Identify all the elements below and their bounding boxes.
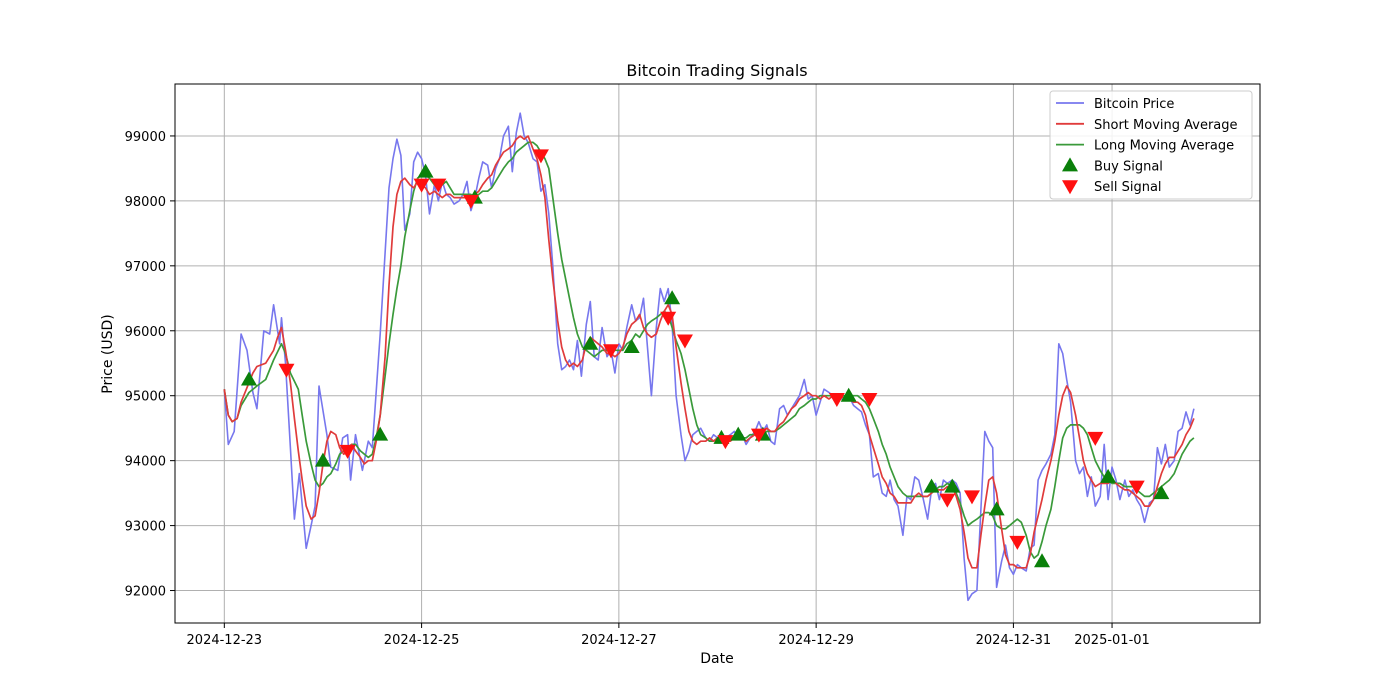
y-tick-label: 93000 <box>125 520 166 535</box>
y-axis-title: Price (USD) <box>100 314 116 393</box>
buy-signal-marker <box>1100 468 1117 483</box>
y-tick-label: 95000 <box>125 390 166 405</box>
y-tick-label: 99000 <box>125 130 166 145</box>
legend-label: Long Moving Average <box>1094 139 1234 154</box>
signal-markers <box>240 149 1170 568</box>
chart-title: Bitcoin Trading Signals <box>626 61 807 80</box>
sell-signal-marker <box>1128 480 1145 495</box>
y-tick-label: 96000 <box>125 325 166 340</box>
buy-signal-marker <box>988 501 1005 516</box>
buy-signal-marker <box>840 387 857 402</box>
sell-signal-marker <box>717 435 734 450</box>
x-tick-label: 2024-12-25 <box>384 633 460 648</box>
sell-signal-marker <box>430 178 447 193</box>
sell-signal-marker <box>602 344 619 359</box>
sell-signal-marker <box>660 311 677 326</box>
buy-signal-marker <box>582 335 599 350</box>
x-tick-label: 2025-01-01 <box>1074 633 1150 648</box>
plot-frame <box>174 83 1261 624</box>
x-tick-label: 2024-12-29 <box>778 633 854 648</box>
legend-label: Sell Signal <box>1094 180 1162 195</box>
y-tick-label: 94000 <box>125 455 166 470</box>
sell-signal-marker <box>462 194 479 209</box>
buy-signal-marker <box>923 478 940 493</box>
legend-label: Short Moving Average <box>1094 118 1238 133</box>
x-axis-title: Date <box>700 651 733 667</box>
sell-signal-marker <box>939 493 956 508</box>
x-axis-ticks: 2024-12-23 2024-12-25 2024-12-27 2024-12-29… <box>187 623 1150 648</box>
sell-signal-marker <box>278 363 295 378</box>
legend-label: Bitcoin Price <box>1094 97 1174 112</box>
y-axis-ticks: 92000 93000 94000 95000 96000 97000 98000 99000 <box>125 130 175 600</box>
sell-signal-marker <box>861 392 878 407</box>
sell-signal-marker <box>750 428 767 443</box>
legend-label: Buy Signal <box>1094 159 1163 174</box>
sell-signal-marker <box>963 490 980 505</box>
sell-signal-marker <box>676 334 693 349</box>
buy-signal-marker <box>1153 485 1170 500</box>
sell-signal-marker <box>413 178 430 193</box>
buy-signal-marker <box>730 426 747 441</box>
x-tick-label: 2024-12-23 <box>187 633 263 648</box>
buy-signal-marker <box>372 426 389 441</box>
grid-lines <box>175 84 1260 623</box>
legend-swatch <box>1062 180 1078 195</box>
x-tick-label: 2024-12-31 <box>976 633 1052 648</box>
x-tick-label: 2024-12-27 <box>581 633 657 648</box>
buy-signal-marker <box>1034 553 1051 568</box>
sell-signal-marker <box>339 444 356 459</box>
short-ma-line <box>223 135 1195 569</box>
sell-signal-marker <box>532 149 549 164</box>
legend: Bitcoin Price Short Moving Average Long Mo… <box>1049 90 1253 200</box>
buy-signal-marker <box>240 371 257 386</box>
buy-signal-marker <box>314 452 331 467</box>
buy-signal-marker <box>944 478 961 493</box>
legend-box <box>1049 90 1253 200</box>
y-tick-label: 92000 <box>125 585 166 600</box>
sell-signal-marker <box>828 392 845 407</box>
sell-signal-marker <box>1009 535 1026 550</box>
y-tick-label: 97000 <box>125 260 166 275</box>
legend-swatch <box>1062 157 1078 172</box>
buy-signal-marker <box>417 163 434 178</box>
sell-signal-marker <box>1087 431 1104 446</box>
y-tick-label: 98000 <box>125 195 166 210</box>
buy-signal-marker <box>623 339 640 354</box>
buy-signal-marker <box>664 290 681 305</box>
